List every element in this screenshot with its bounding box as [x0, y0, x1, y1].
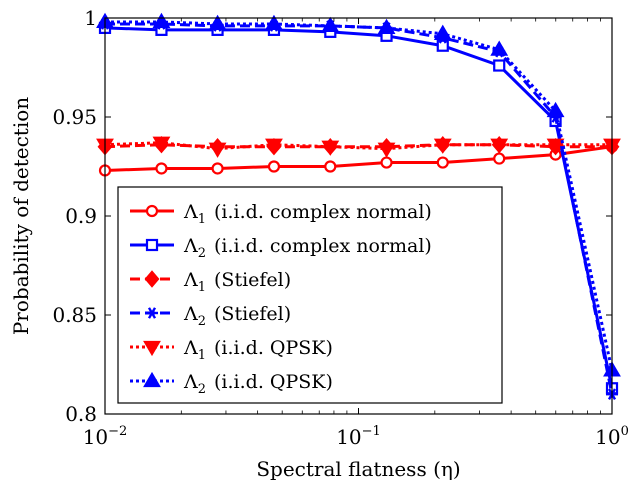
legend-item: Λ1 (i.i.d. complex normal) [130, 201, 432, 227]
legend-marker [144, 270, 160, 288]
series-5-point [321, 140, 340, 156]
legend-description: (Stiefel) [214, 303, 291, 325]
series-6-point [152, 12, 171, 29]
series-2-point [493, 59, 506, 72]
legend-description: (Stiefel) [214, 269, 291, 291]
legend-symbol: Λ [183, 201, 198, 223]
series-6-line [105, 20, 614, 371]
series-2-point [436, 39, 449, 52]
legend-description: (i.i.d. complex normal) [214, 201, 432, 223]
axis-ticks: 0.8 0.85 0.9 0.95 1 10−2 10−1 100 [52, 6, 628, 449]
x-tick-label: 10−2 [83, 424, 128, 449]
legend-marker [146, 307, 158, 319]
series-6-point [321, 16, 340, 33]
legend-label: Λ1 (i.i.d. complex normal) [183, 201, 432, 227]
x-axis-label: Spectral flatness (η) [256, 457, 460, 481]
y-axis-label: Probability of detection [9, 97, 33, 335]
series-5-point [546, 138, 565, 154]
legend: Λ1 (i.i.d. complex normal)Λ2 (i.i.d. compl… [130, 201, 432, 397]
series-6-point [433, 24, 452, 40]
series-1-point [380, 156, 393, 169]
legend-item: Λ1 (Stiefel) [130, 269, 291, 295]
legend-label: Λ2 (Stiefel) [183, 303, 291, 329]
series-1-point [267, 160, 281, 173]
legend-subscript: 2 [198, 314, 206, 329]
series-5-point [208, 142, 227, 158]
legend-label: Λ1 (Stiefel) [183, 269, 291, 295]
legend-subscript: 1 [198, 348, 206, 363]
legend-symbol: Λ [183, 371, 198, 393]
y-tick-label: 0.85 [52, 303, 97, 327]
legend-description: (i.i.d. complex normal) [214, 235, 432, 257]
legend-description: (i.i.d. QPSK) [214, 371, 333, 393]
legend-item: Λ1 (i.i.d. QPSK) [130, 337, 333, 363]
legend-item: Λ2 (i.i.d. complex normal) [130, 235, 432, 261]
legend-symbol: Λ [183, 303, 198, 325]
series-6-point [546, 101, 565, 118]
series-6 [96, 12, 621, 377]
legend-marker [143, 340, 161, 357]
legend-description: (i.i.d. QPSK) [214, 337, 333, 359]
series-5-point [265, 138, 283, 154]
series-1-point [155, 162, 168, 175]
x-tick-label: 100 [595, 424, 629, 449]
series-6-point [208, 14, 227, 31]
series-layer [96, 12, 621, 400]
series-6-point [265, 14, 283, 31]
series-1-point [493, 152, 506, 165]
legend-label: Λ2 (i.i.d. QPSK) [183, 371, 333, 397]
legend-subscript: 1 [198, 212, 206, 227]
y-tick-label: 0.95 [52, 105, 97, 129]
legend-marker [145, 238, 159, 252]
legend-marker [145, 204, 159, 218]
legend-item: Λ2 (i.i.d. QPSK) [130, 371, 333, 397]
legend-subscript: 1 [198, 280, 206, 295]
series-5-line [104, 141, 612, 151]
series-6-point [490, 40, 509, 56]
series-5-point [152, 136, 171, 152]
series-1-point [324, 160, 337, 173]
legend-symbol: Λ [183, 269, 198, 291]
y-tick-label: 0.8 [65, 402, 97, 426]
legend-subscript: 2 [198, 246, 206, 261]
series-1 [98, 140, 619, 177]
series-5 [96, 136, 621, 158]
legend-item: Λ2 (Stiefel) [130, 303, 291, 329]
y-tick-label: 0.9 [65, 204, 97, 228]
x-tick-label: 10−1 [336, 424, 381, 449]
legend-symbol: Λ [183, 235, 198, 257]
series-1-point [211, 162, 224, 175]
series-1-point [436, 156, 449, 169]
y-tick-label: 1 [84, 6, 97, 30]
series-5-point [433, 138, 452, 154]
series-5-point [490, 138, 509, 154]
series-1-line [104, 145, 613, 172]
series-2-line [104, 26, 614, 389]
legend-label: Λ2 (i.i.d. complex normal) [183, 235, 432, 261]
series-5-point [377, 142, 396, 158]
legend-subscript: 2 [198, 382, 206, 397]
series-4-line [105, 22, 614, 395]
legend-symbol: Λ [183, 337, 198, 359]
legend-label: Λ1 (i.i.d. QPSK) [183, 337, 333, 363]
legend-box [117, 186, 503, 404]
series-6-point [377, 18, 396, 35]
legend-marker [143, 371, 161, 388]
